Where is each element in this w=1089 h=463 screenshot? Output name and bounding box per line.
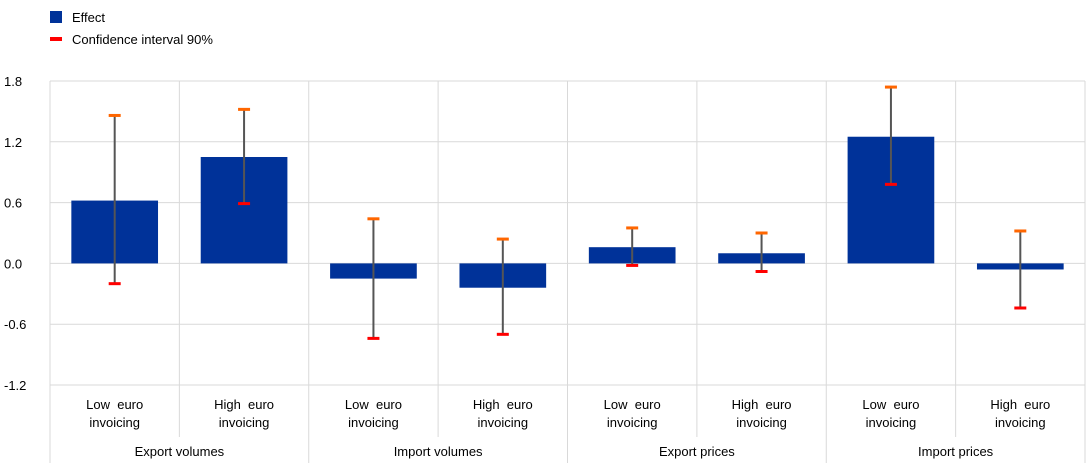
x-tick-label-line1: Low euro bbox=[604, 397, 661, 412]
legend: Effect Confidence interval 90% bbox=[50, 6, 213, 50]
x-tick-label-line2: invoicing bbox=[607, 415, 658, 430]
x-tick-label-line2: invoicing bbox=[995, 415, 1046, 430]
group-label: Export volumes bbox=[135, 444, 225, 459]
group-label: Import volumes bbox=[394, 444, 483, 459]
group-label: Import prices bbox=[918, 444, 994, 459]
y-tick-label: -0.6 bbox=[4, 317, 26, 332]
x-tick-label-line2: invoicing bbox=[736, 415, 787, 430]
x-tick-label-line1: High euro bbox=[732, 397, 792, 412]
x-tick-label-line1: Low euro bbox=[862, 397, 919, 412]
y-tick-label: 0.6 bbox=[4, 196, 22, 211]
legend-label-effect: Effect bbox=[72, 9, 106, 25]
x-tick-label-line1: Low euro bbox=[86, 397, 143, 412]
legend-label-ci: Confidence interval 90% bbox=[72, 31, 213, 47]
x-tick-label-line2: invoicing bbox=[219, 415, 270, 430]
group-label: Export prices bbox=[659, 444, 735, 459]
x-tick-label-line2: invoicing bbox=[348, 415, 399, 430]
y-tick-label: 1.8 bbox=[4, 74, 22, 89]
effect-swatch bbox=[50, 11, 62, 23]
x-tick-label-line1: High euro bbox=[473, 397, 533, 412]
x-tick-label-line1: High euro bbox=[990, 397, 1050, 412]
x-tick-label-line2: invoicing bbox=[478, 415, 529, 430]
legend-item-ci: Confidence interval 90% bbox=[50, 28, 213, 50]
x-tick-label-line1: Low euro bbox=[345, 397, 402, 412]
y-tick-label: -1.2 bbox=[4, 378, 26, 393]
ci-swatch bbox=[50, 37, 62, 41]
x-tick-label-line2: invoicing bbox=[866, 415, 917, 430]
y-tick-label: 1.2 bbox=[4, 135, 22, 150]
y-tick-label: 0.0 bbox=[4, 256, 22, 271]
x-tick-label-line2: invoicing bbox=[89, 415, 140, 430]
x-tick-label-line1: High euro bbox=[214, 397, 274, 412]
legend-item-effect: Effect bbox=[50, 6, 213, 28]
